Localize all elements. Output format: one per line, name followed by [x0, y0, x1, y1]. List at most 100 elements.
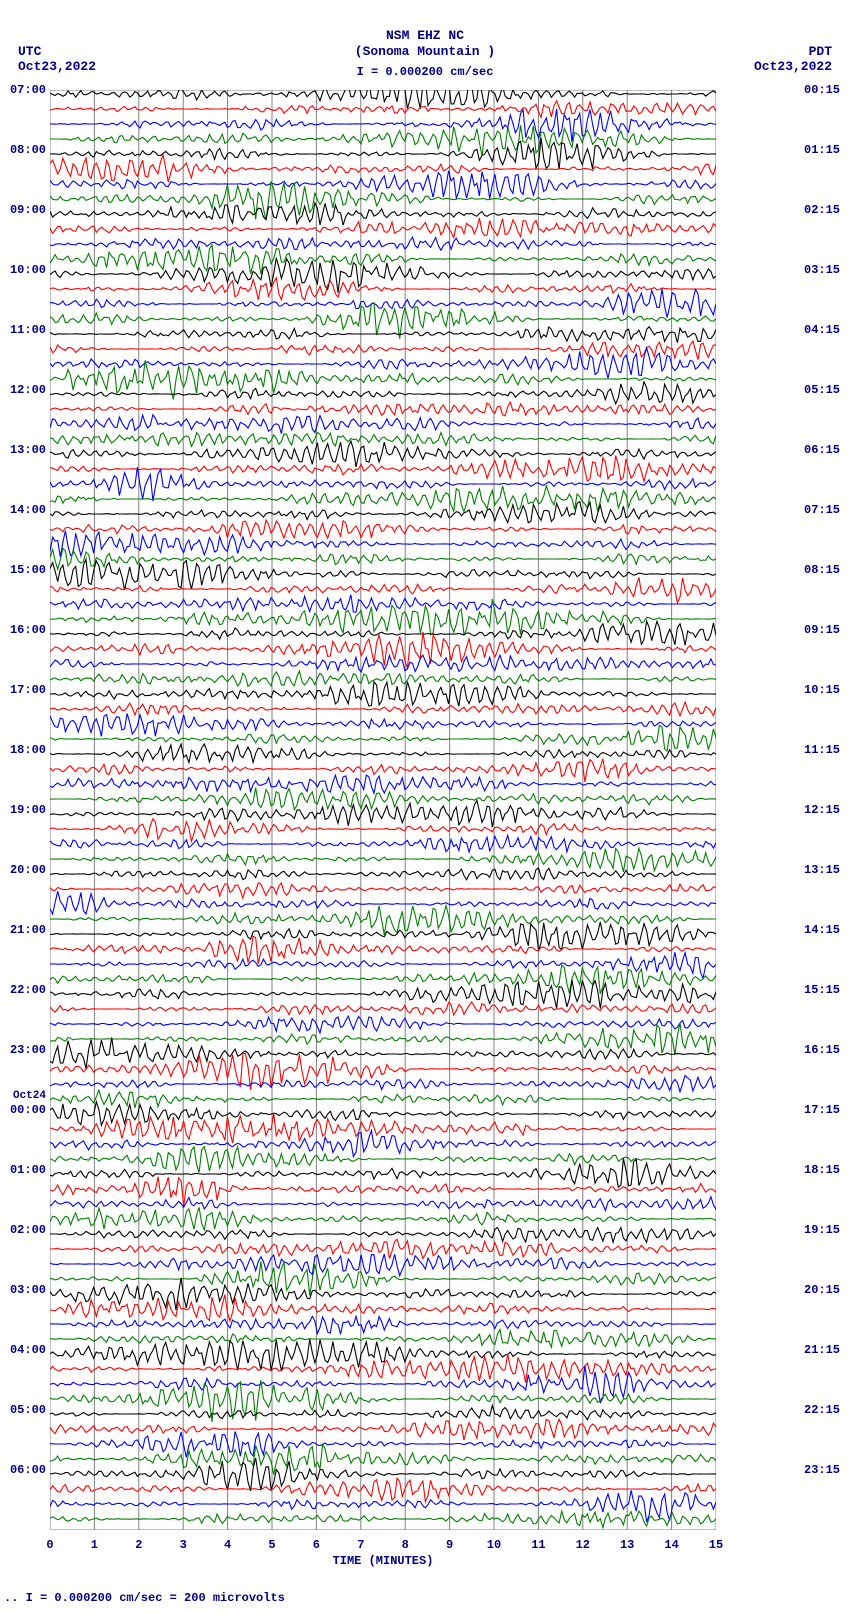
utc-hour-label: 07:00: [0, 83, 46, 97]
seismic-trace: [50, 1016, 716, 1033]
pdt-hour-label: 16:15: [804, 1043, 850, 1057]
seismic-trace: [50, 595, 716, 612]
x-tick-label: 6: [313, 1538, 320, 1552]
x-tick-label: 4: [224, 1538, 231, 1552]
utc-hour-label: 14:00: [0, 503, 46, 517]
utc-hour-label: 05:00: [0, 1403, 46, 1417]
seismic-trace: [50, 1037, 716, 1068]
pdt-hour-label: 00:15: [804, 83, 850, 97]
pdt-hour-label: 23:15: [804, 1463, 850, 1477]
utc-hour-label: 00:00: [0, 1103, 46, 1117]
x-tick-label: 7: [357, 1538, 364, 1552]
seismic-trace: [50, 1354, 716, 1383]
utc-hour-label: 10:00: [0, 263, 46, 277]
seismic-trace: [50, 382, 716, 404]
seismic-trace: [50, 415, 716, 434]
utc-hour-label: 17:00: [0, 683, 46, 697]
seismic-trace: [50, 456, 716, 482]
x-tick-label: 2: [135, 1538, 142, 1552]
station-location: (Sonoma Mountain ): [0, 44, 850, 60]
tz-left: UTC Oct23,2022: [18, 44, 96, 74]
seismic-trace: [50, 819, 716, 842]
seismic-trace: [50, 1262, 716, 1296]
footer-glyph: I: [26, 1591, 33, 1605]
pdt-hour-label: 04:15: [804, 323, 850, 337]
pdt-hour-label: 17:15: [804, 1103, 850, 1117]
seismic-trace: [50, 682, 716, 707]
seismic-trace: [50, 1131, 716, 1157]
scale-glyph: I: [357, 65, 364, 79]
utc-hour-label: 09:00: [0, 203, 46, 217]
seismic-trace: [50, 125, 716, 156]
seismic-trace: [50, 1002, 716, 1015]
seismic-trace: [50, 531, 716, 557]
seismic-trace: [50, 632, 716, 668]
x-axis-title: TIME (MINUTES): [50, 1554, 716, 1568]
seismic-trace: [50, 1419, 716, 1440]
pdt-hour-label: 13:15: [804, 863, 850, 877]
pdt-hour-label: 12:15: [804, 803, 850, 817]
pdt-hour-label: 03:15: [804, 263, 850, 277]
utc-hour-label: 04:00: [0, 1343, 46, 1357]
pdt-hour-label: 18:15: [804, 1163, 850, 1177]
utc-hour-label: 06:00: [0, 1463, 46, 1477]
utc-hour-labels: 07:0008:0009:0010:0011:0012:0013:0014:00…: [0, 90, 48, 1530]
utc-hour-label: 13:00: [0, 443, 46, 457]
seismic-trace: [50, 520, 716, 538]
seismic-trace: [50, 559, 716, 590]
x-tick-label: 1: [91, 1538, 98, 1552]
seismic-trace: [50, 549, 716, 570]
seismic-trace: [50, 1228, 716, 1243]
x-tick-label: 9: [446, 1538, 453, 1552]
pdt-hour-label: 21:15: [804, 1343, 850, 1357]
seismic-trace: [50, 1406, 716, 1420]
seismic-trace: [50, 1147, 716, 1173]
seismic-trace: [50, 936, 716, 964]
helicorder-plot: [50, 90, 716, 1530]
pdt-hour-label: 05:15: [804, 383, 850, 397]
seismic-trace: [50, 341, 716, 360]
footer-prefix: ..: [4, 1591, 26, 1605]
pdt-hour-label: 06:15: [804, 443, 850, 457]
seismic-trace: [50, 237, 716, 250]
seismic-trace: [50, 1316, 716, 1334]
seismic-trace: [50, 1239, 716, 1258]
seismic-trace: [50, 1207, 716, 1230]
pdt-hour-label: 14:15: [804, 923, 850, 937]
seismic-trace: [50, 1330, 716, 1348]
header: NSM EHZ NC (Sonoma Mountain ) I = 0.0002…: [0, 28, 850, 80]
x-axis: TIME (MINUTES) 0123456789101112131415: [50, 1532, 716, 1582]
seismic-trace: [50, 775, 716, 793]
x-tick-label: 10: [487, 1538, 501, 1552]
tz-left-label: UTC: [18, 44, 96, 59]
scale-text: = 0.000200 cm/sec: [364, 65, 494, 79]
seismic-trace: [50, 714, 716, 737]
seismic-trace: [50, 1023, 716, 1055]
tz-right-date: Oct23,2022: [754, 59, 832, 74]
utc-hour-label: 22:00: [0, 983, 46, 997]
seismic-trace: [50, 181, 716, 220]
station-code: NSM EHZ NC: [0, 28, 850, 44]
seismic-trace: [50, 278, 716, 300]
helicorder-svg: [50, 90, 716, 1530]
seismic-trace: [50, 441, 716, 467]
seismic-trace: [50, 327, 716, 343]
pdt-hour-label: 10:15: [804, 683, 850, 697]
utc-hour-label: 23:00: [0, 1043, 46, 1057]
seismic-trace: [50, 868, 716, 880]
pdt-hour-label: 02:15: [804, 203, 850, 217]
pdt-hour-label: 11:15: [804, 743, 850, 757]
seismic-trace: [50, 486, 716, 512]
seismic-trace: [50, 891, 716, 914]
x-tick-label: 12: [576, 1538, 590, 1552]
x-tick-label: 0: [46, 1538, 53, 1552]
seismic-trace: [50, 1295, 716, 1321]
x-tick-label: 13: [620, 1538, 634, 1552]
tz-right-label: PDT: [754, 44, 832, 59]
seismic-trace: [50, 1254, 716, 1276]
utc-hour-label: 11:00: [0, 323, 46, 337]
footer-scale: .. I = 0.000200 cm/sec = 200 microvolts: [4, 1591, 285, 1605]
seismic-trace: [50, 577, 716, 602]
seismic-trace: [50, 218, 716, 238]
seismic-trace: [50, 599, 716, 635]
